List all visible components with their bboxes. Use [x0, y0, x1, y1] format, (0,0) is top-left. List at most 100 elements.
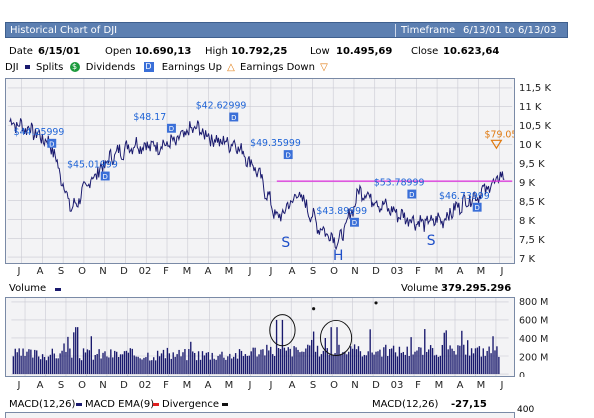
date-tick-label: J	[17, 266, 21, 277]
macd-chart[interactable]	[5, 412, 515, 418]
earnings-marker-icon[interactable]	[167, 123, 176, 133]
date-tick-label: A	[37, 380, 44, 391]
date-tick-label: M	[183, 380, 192, 391]
volume-tick-label: 400 M	[519, 334, 548, 345]
high-value: 10.792,25	[231, 46, 288, 57]
date-tick-label: F	[415, 266, 421, 277]
earnings-marker-glyph: D	[49, 140, 54, 148]
date-tick-label: M	[435, 266, 444, 277]
legend-earnings-up: Earnings Up	[161, 62, 222, 73]
macd-value-label: MACD(12,26)	[372, 399, 439, 410]
earnings-marker-label: $48.17	[133, 112, 166, 123]
date-label: Date	[9, 46, 33, 57]
earnings-marker-label: $53.78999	[374, 178, 425, 189]
earnings-marker-icon[interactable]	[472, 202, 482, 212]
date-tick-label: O	[78, 266, 86, 277]
legend-dividends: Dividends	[85, 62, 136, 73]
date-tick-label: S	[58, 380, 64, 391]
date-tick-label: J	[269, 380, 273, 391]
date-tick-label: J	[17, 380, 21, 391]
date-tick-label: O	[78, 380, 86, 391]
divergence-label: Divergence	[162, 399, 219, 410]
date-tick-label: F	[163, 380, 169, 391]
low-value: 10.495,69	[336, 46, 393, 57]
date-tick-label: A	[37, 266, 44, 277]
date-tick-label: S	[58, 266, 64, 277]
pattern-annotation: S	[281, 235, 290, 251]
price-tick-label: 10 K	[519, 140, 542, 151]
earnings-marker-glyph: D	[169, 125, 174, 133]
price-chart[interactable]: $44.25999D$45.01999D$48.17D$42.62999D$49…	[5, 78, 515, 264]
legend-symbol: DJI	[5, 62, 19, 73]
earnings-marker-glyph: D	[103, 173, 108, 181]
date-tick-label: M	[183, 266, 192, 277]
earnings-marker-icon[interactable]	[283, 150, 293, 160]
date-tick-label: D	[372, 266, 380, 277]
earnings-marker-label: $46.73999	[439, 191, 490, 202]
date-tick-label: J	[269, 266, 273, 277]
volume-header: Volume Volume 379.295.296	[5, 282, 568, 296]
volume-axis: 800 M 600 M 400 M 200 M 0	[519, 297, 548, 377]
price-series-line	[9, 117, 505, 251]
date-tick-label: A	[457, 266, 464, 277]
date-tick-label: S	[310, 380, 316, 391]
date-tick-label: 02	[139, 266, 152, 277]
volume-bars	[12, 319, 500, 375]
earnings-marker-glyph: D	[409, 191, 414, 199]
volume-tick-label: 800 M	[519, 297, 548, 308]
date-tick-label: D	[120, 266, 128, 277]
price-axis: 11,5 K 11 K 10,5 K 10 K 9,5 K 9 K 8,5 K 8 K 7,5 …	[519, 83, 551, 264]
close-label: Close	[411, 46, 439, 57]
date-tick-label: J	[500, 266, 504, 277]
date-value: 6/15/01	[38, 46, 81, 57]
date-tick-label: J	[500, 380, 504, 391]
date-tick-label: M	[225, 380, 234, 391]
earnings-marker-icon[interactable]	[350, 217, 359, 227]
date-tick-label: J	[248, 380, 252, 391]
date-tick-label: 03	[391, 380, 404, 391]
volume-value-label: Volume	[401, 283, 439, 294]
legend-earnings-down: Earnings Down	[240, 62, 315, 73]
date-tick-label: M	[477, 266, 486, 277]
date-tick-label: D	[120, 380, 128, 391]
legend-splits: Splits	[35, 62, 64, 73]
price-gridlines	[7, 79, 513, 263]
volume-chart-bg	[11, 298, 509, 376]
earnings-marker-label: $43.89999	[316, 206, 367, 217]
price-tick-label: 11,5 K	[519, 83, 551, 94]
timeframe-value[interactable]: 6/13/01 to 6/13/03	[463, 25, 557, 36]
earnings-marker-icon[interactable]	[47, 138, 57, 148]
date-tick-label: F	[415, 380, 421, 391]
price-tick-label: 9,5 K	[519, 159, 545, 170]
price-tick-label: 9 K	[519, 178, 536, 189]
earnings-marker-icon[interactable]	[100, 171, 110, 181]
title-separator	[395, 24, 396, 37]
earnings-marker-label: $45.01999	[67, 160, 118, 171]
macd-axis-top: 400	[517, 405, 535, 415]
quote-info-bar: Date 6/15/01 Open 10.690,13 High 10.792,…	[5, 45, 568, 60]
pattern-annotation: S	[427, 233, 436, 249]
volume-dot	[312, 307, 316, 311]
high-label: High	[205, 46, 228, 57]
earnings-marker-icon[interactable]	[407, 189, 417, 199]
divergence-swatch	[222, 403, 228, 406]
price-tick-label: 7 K	[519, 254, 536, 264]
date-tick-label: M	[435, 380, 444, 391]
volume-date-axis: J A S O N D 02 F M A M J J A S O N D 03 F M A M J	[17, 380, 504, 391]
earnings-down-icon[interactable]	[490, 139, 503, 150]
date-tick-label: S	[310, 266, 316, 277]
macd-swatch	[76, 403, 82, 406]
date-tick-label: O	[330, 380, 338, 391]
volume-chart[interactable]	[5, 297, 515, 377]
earnings-marker-icon[interactable]	[229, 112, 239, 122]
marker-layer: $44.25999D$45.01999D$48.17D$42.62999D$49…	[14, 101, 514, 228]
volume-label: Volume	[9, 283, 47, 294]
chart-title: Historical Chart of DJI	[10, 25, 118, 36]
date-tick-label: M	[225, 266, 234, 277]
volume-circle-annotation	[319, 319, 353, 357]
date-tick-label: 03	[391, 266, 404, 277]
date-tick-label: M	[477, 380, 486, 391]
earnings-marker-glyph: D	[286, 152, 291, 160]
dividend-icon: $	[69, 62, 80, 72]
